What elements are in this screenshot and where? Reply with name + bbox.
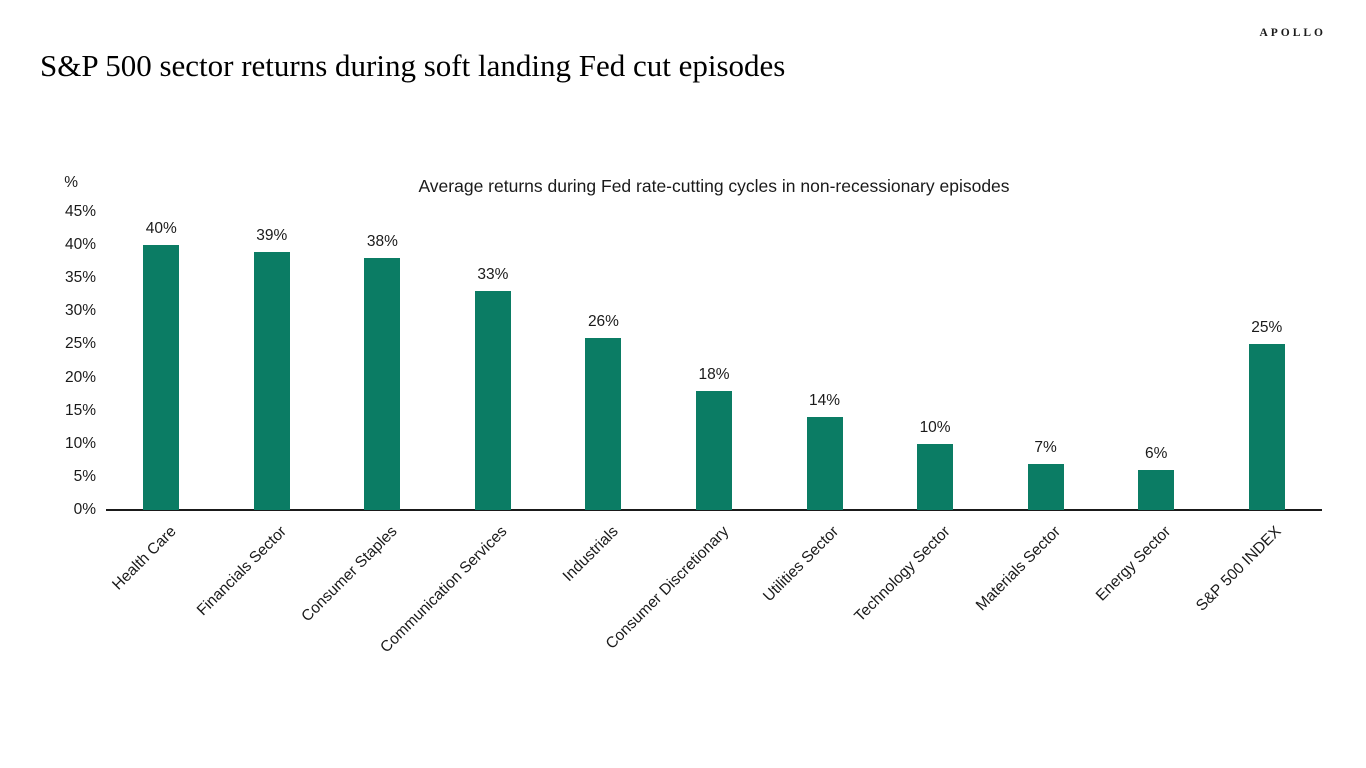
bar-value-label: 14% <box>809 392 841 410</box>
x-axis-label: Industrials <box>559 523 622 585</box>
bar <box>474 291 511 510</box>
bar <box>253 251 290 510</box>
bar <box>806 417 843 510</box>
x-axis-label: Consumer Staples <box>298 523 401 626</box>
apollo-logo: APOLLO <box>1259 27 1326 39</box>
bar <box>1027 463 1064 510</box>
y-axis-tick-label: 30% <box>64 302 96 320</box>
bar-value-label: 39% <box>256 226 288 244</box>
x-axis-label: Health Care <box>108 523 180 594</box>
x-axis-label: Materials Sector <box>972 523 1064 615</box>
y-axis-tick-label: 10% <box>64 434 96 452</box>
y-axis-tick-label: 20% <box>64 368 96 386</box>
y-axis-unit-label: % <box>64 174 78 191</box>
bar-value-label: 26% <box>587 312 619 330</box>
bar <box>585 337 622 510</box>
bar-value-label: 10% <box>919 418 951 436</box>
x-axis-label: Energy Sector <box>1092 523 1175 605</box>
y-axis-tick-label: 0% <box>73 501 96 518</box>
x-axis-label: S&P 500 INDEX <box>1193 523 1285 615</box>
bar <box>696 390 732 510</box>
y-axis-tick-label: 45% <box>64 203 96 220</box>
bar-value-label: 6% <box>1144 445 1168 463</box>
x-axis-label: Communication Services <box>377 523 511 657</box>
y-axis-tick-label: 40% <box>64 236 96 254</box>
bar <box>364 258 401 510</box>
bar-value-label: 38% <box>366 233 398 251</box>
bar-value-label: 40% <box>145 220 177 238</box>
bar <box>917 443 954 510</box>
x-axis-label: Utilities Sector <box>760 523 843 606</box>
y-axis-tick-label: 25% <box>64 335 96 353</box>
x-axis-label: Technology Sector <box>850 523 954 626</box>
bar <box>1248 344 1285 510</box>
x-axis-label: Consumer Discretionary <box>602 523 733 653</box>
bar <box>1138 470 1175 510</box>
page-title: S&P 500 sector returns during soft landi… <box>40 48 786 83</box>
y-axis-tick-label: 5% <box>73 467 96 485</box>
y-axis-tick-label: 35% <box>64 269 96 287</box>
bar-value-label: 33% <box>477 266 509 284</box>
y-axis-tick-label: 15% <box>64 401 96 419</box>
x-axis-label: Financials Sector <box>193 523 290 620</box>
bar <box>143 245 180 510</box>
bar-value-label: 25% <box>1251 319 1283 337</box>
bar-value-label: 7% <box>1034 438 1057 456</box>
bar-value-label: 18% <box>698 365 730 383</box>
chart-title: Average returns during Fed rate-cutting … <box>418 176 1010 196</box>
